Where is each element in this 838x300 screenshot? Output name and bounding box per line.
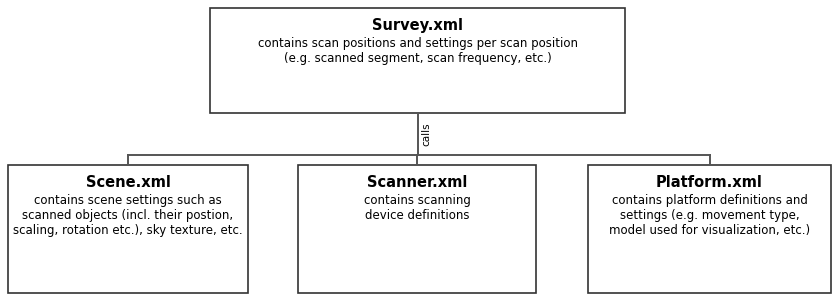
FancyBboxPatch shape — [298, 165, 536, 293]
Text: Scene.xml: Scene.xml — [85, 175, 170, 190]
Text: Survey.xml: Survey.xml — [372, 18, 463, 33]
FancyBboxPatch shape — [8, 165, 248, 293]
Text: calls: calls — [422, 122, 432, 146]
Text: contains scanning
device definitions: contains scanning device definitions — [364, 194, 470, 222]
Text: contains scan positions and settings per scan position
(e.g. scanned segment, sc: contains scan positions and settings per… — [257, 37, 577, 65]
Text: Platform.xml: Platform.xml — [656, 175, 763, 190]
Text: contains platform definitions and
settings (e.g. movement type,
model used for v: contains platform definitions and settin… — [609, 194, 810, 237]
Text: contains scene settings such as
scanned objects (incl. their postion,
scaling, r: contains scene settings such as scanned … — [13, 194, 243, 237]
Text: Scanner.xml: Scanner.xml — [367, 175, 468, 190]
FancyBboxPatch shape — [588, 165, 831, 293]
FancyBboxPatch shape — [210, 8, 625, 113]
